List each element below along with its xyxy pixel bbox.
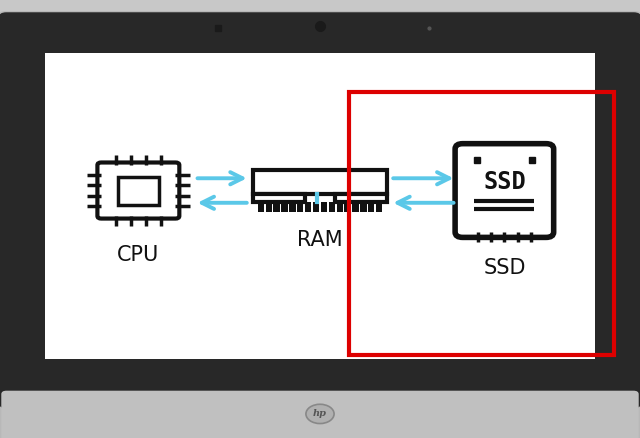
Circle shape (306, 404, 334, 424)
Bar (368, 202, 374, 212)
Text: hp: hp (313, 410, 327, 418)
FancyBboxPatch shape (118, 177, 159, 205)
Bar (253, 170, 387, 194)
Bar (353, 202, 358, 212)
Bar (329, 202, 335, 212)
Bar (313, 202, 319, 212)
FancyBboxPatch shape (0, 12, 640, 408)
Bar (337, 202, 343, 212)
Text: RAM: RAM (297, 230, 343, 250)
Text: CPU: CPU (117, 245, 159, 265)
FancyBboxPatch shape (0, 11, 640, 438)
Bar (258, 202, 264, 212)
FancyBboxPatch shape (1, 391, 639, 438)
Text: SSD: SSD (483, 258, 525, 279)
Bar (376, 202, 382, 212)
Bar (297, 202, 303, 212)
Bar (344, 202, 351, 212)
Bar (45, 53, 595, 359)
Bar (305, 202, 311, 212)
Bar (266, 202, 272, 212)
Text: SSD: SSD (483, 170, 525, 194)
FancyBboxPatch shape (97, 162, 179, 219)
Bar (289, 202, 296, 212)
Bar (335, 194, 387, 202)
Bar (321, 202, 327, 212)
Bar (349, 92, 614, 355)
Bar (273, 202, 280, 212)
Bar (360, 202, 367, 212)
Bar (282, 202, 287, 212)
FancyBboxPatch shape (455, 144, 554, 237)
Bar (253, 194, 305, 202)
